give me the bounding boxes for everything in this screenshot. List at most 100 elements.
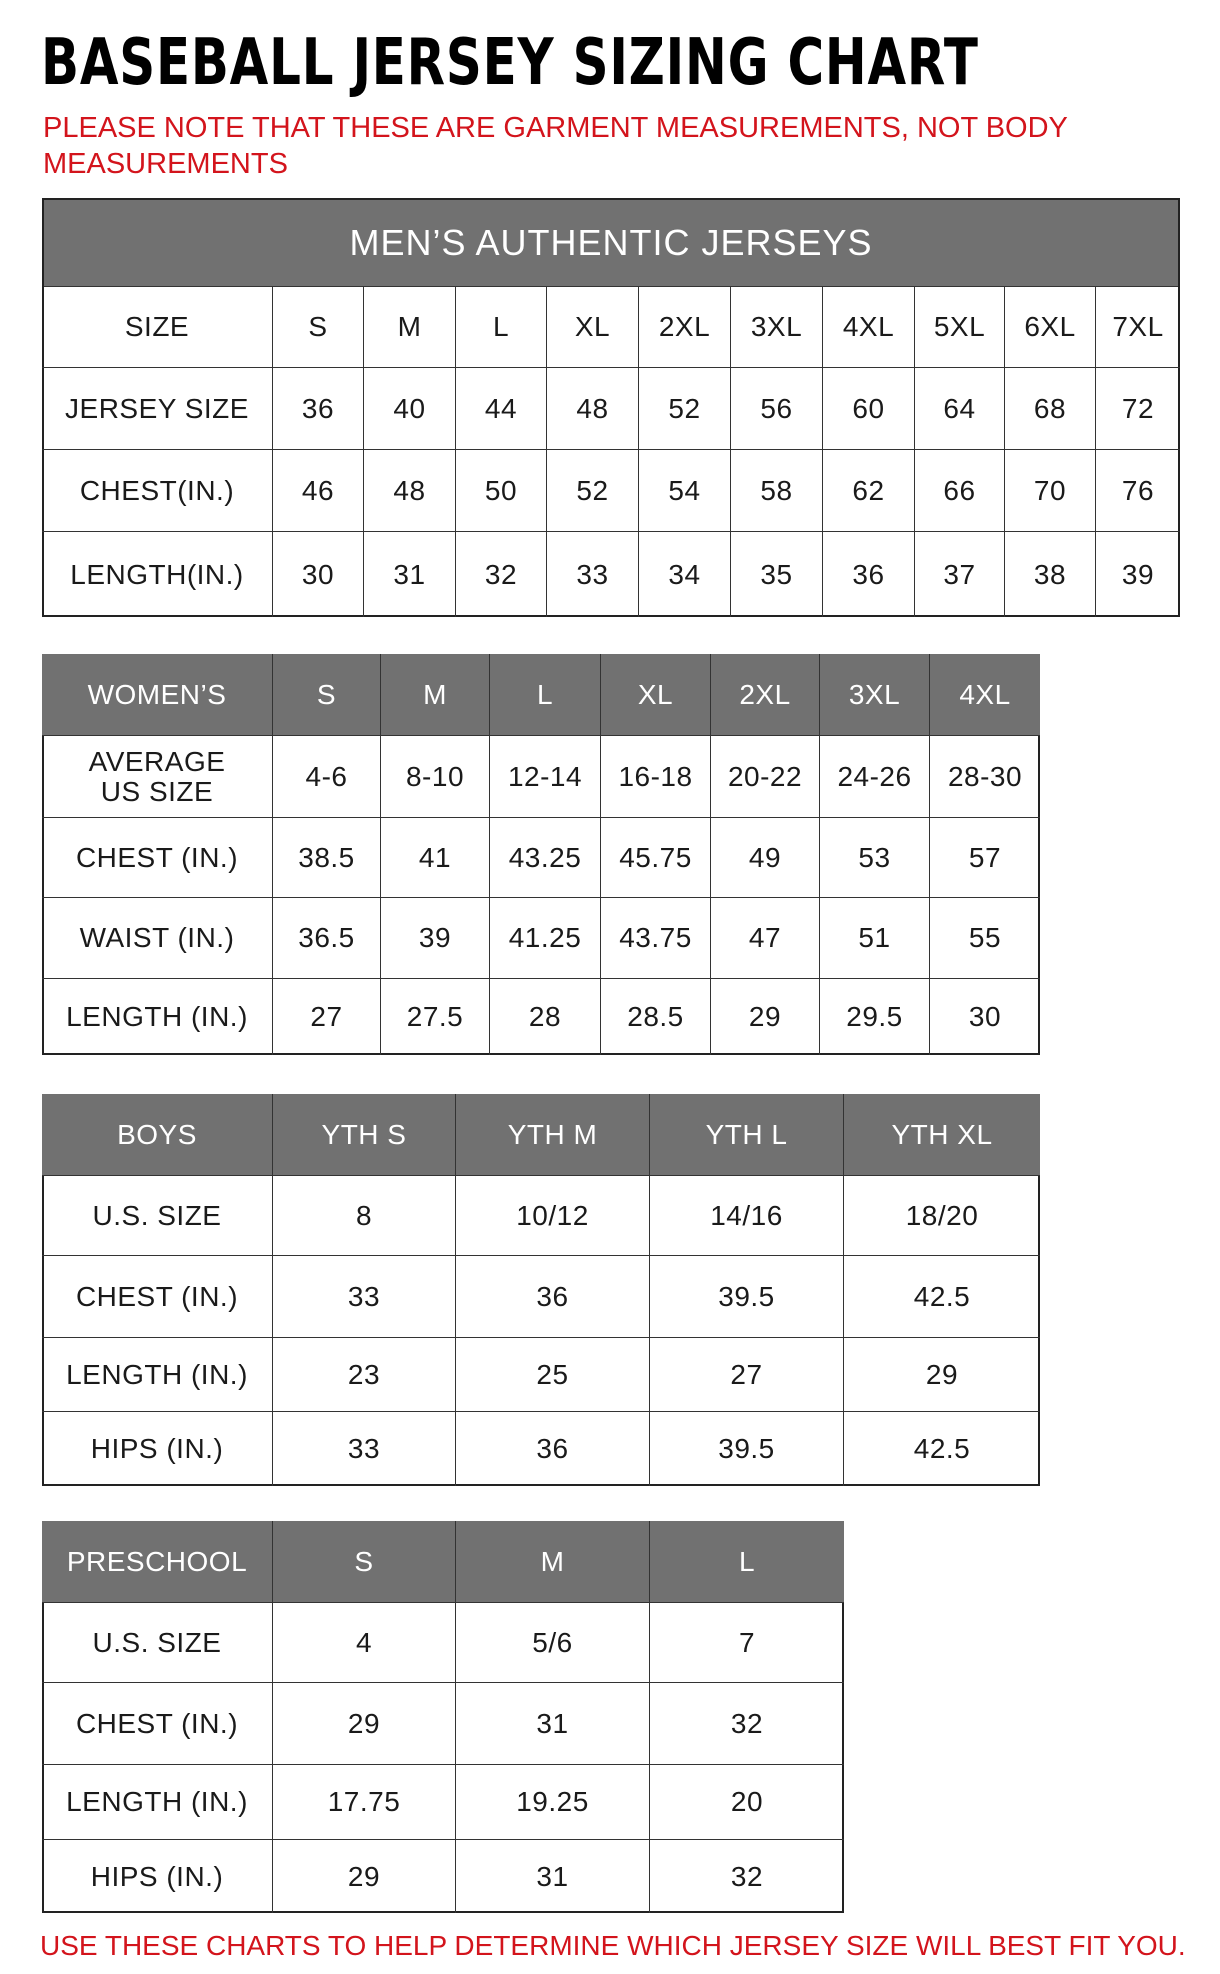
measurement-cell: 42.5	[844, 1256, 1040, 1338]
size-header-cell: 4XL	[930, 654, 1040, 736]
row-label-cell: U.S. SIZE	[42, 1176, 273, 1256]
row-label-cell: JERSEY SIZE	[42, 368, 273, 450]
measurement-cell: 29	[844, 1338, 1040, 1412]
measurement-cell: 12-14	[490, 736, 601, 818]
measurement-cell: 28	[490, 979, 601, 1055]
measurement-cell: 57	[930, 818, 1040, 898]
measurement-cell: 40	[364, 368, 456, 450]
size-header-cell: M	[364, 287, 456, 368]
measurement-cell: 58	[731, 450, 823, 532]
row-label-cell: LENGTH (IN.)	[42, 979, 273, 1055]
measurement-cell: 46	[273, 450, 364, 532]
measurement-cell: 45.75	[601, 818, 711, 898]
womens-size-table: WOMEN’S S M L XL 2XL 3XL 4XL AVERAGE US SIZE 4-6 8…	[42, 654, 1040, 1055]
measurement-cell: 27	[273, 979, 381, 1055]
measurement-cell: 10/12	[456, 1176, 650, 1256]
row-label-cell: U.S. SIZE	[42, 1603, 273, 1683]
measurement-cell: 36	[823, 532, 915, 617]
row-label-cell: BOYS	[42, 1094, 273, 1176]
measurement-cell: 20	[650, 1765, 844, 1840]
measurement-cell: 38.5	[273, 818, 381, 898]
size-header-cell: S	[273, 1521, 456, 1603]
row-label-cell: WOMEN’S	[42, 654, 273, 736]
measurement-cell: 68	[1005, 368, 1096, 450]
measurement-cell: 17.75	[273, 1765, 456, 1840]
size-header-cell: 2XL	[639, 287, 731, 368]
measurement-cell: 48	[364, 450, 456, 532]
measurement-cell: 29.5	[820, 979, 930, 1055]
measurement-cell: 43.25	[490, 818, 601, 898]
row-label-cell: LENGTH (IN.)	[42, 1765, 273, 1840]
measurement-cell: 64	[915, 368, 1005, 450]
measurement-cell: 29	[711, 979, 820, 1055]
size-header-cell: 5XL	[915, 287, 1005, 368]
size-header-cell: YTH XL	[844, 1094, 1040, 1176]
measurement-cell: 32	[730, 1860, 764, 1892]
size-header-cell: 3XL	[820, 654, 930, 736]
measurement-cell: 29	[273, 1840, 456, 1913]
size-header-cell: YTH S	[273, 1094, 456, 1176]
measurement-cell: 16-18	[601, 736, 711, 818]
measurement-cell: 76	[1096, 450, 1180, 532]
size-header-cell: L	[490, 654, 601, 736]
measurement-cell: 7	[650, 1603, 844, 1683]
size-header-cell: L	[650, 1521, 844, 1603]
row-label-cell: LENGTH(IN.)	[42, 532, 273, 617]
measurement-cell: 42.5	[913, 1433, 971, 1464]
measurement-cell: 55	[930, 898, 1040, 979]
measurement-cell: 14/16	[650, 1176, 844, 1256]
measurement-cell: 34	[639, 532, 731, 617]
measurement-cell: 8-10	[381, 736, 490, 818]
size-header-cell: 2XL	[711, 654, 820, 736]
measurement-cell: 52	[639, 368, 731, 450]
size-header-cell: S	[273, 287, 364, 368]
measurement-cell: 54	[639, 450, 731, 532]
measurement-cell: 49	[711, 818, 820, 898]
boys-size-table: BOYS YTH S YTH M YTH L YTH XL U.S. SIZE 8 10/12…	[42, 1094, 1040, 1486]
measurement-cell: 30	[968, 1001, 1002, 1032]
row-label-cell: CHEST (IN.)	[42, 818, 273, 898]
measurement-cell: 62	[823, 450, 915, 532]
measurement-cell: 70	[1005, 450, 1096, 532]
size-header-cell: XL	[547, 287, 639, 368]
size-header-cell: 3XL	[731, 287, 823, 368]
row-label-cell: CHEST (IN.)	[42, 1683, 273, 1765]
measurement-cell: 18/20	[844, 1176, 1040, 1256]
garment-measurement-note: PLEASE NOTE THAT THESE ARE GARMENT MEASU…	[43, 112, 1068, 180]
measurement-cell: 50	[456, 450, 547, 532]
measurement-cell: 23	[273, 1338, 456, 1412]
measurement-cell: 47	[711, 898, 820, 979]
row-label-cell: WAIST (IN.)	[42, 898, 273, 979]
measurement-cell: 60	[823, 368, 915, 450]
measurement-cell: 35	[731, 532, 823, 617]
measurement-cell: 30	[273, 532, 364, 617]
measurement-cell: 31	[456, 1683, 650, 1765]
size-header-cell: L	[456, 287, 547, 368]
measurement-cell: 32	[650, 1683, 844, 1765]
size-header-cell: 7XL	[1096, 287, 1180, 368]
measurement-cell: 31	[364, 532, 456, 617]
mens-size-table: MEN’S AUTHENTIC JERSEYS SIZE S M L XL 2XL 3XL 4X…	[42, 198, 1180, 617]
size-header-cell: YTH L	[650, 1094, 844, 1176]
measurement-cell: 39	[1121, 558, 1155, 590]
measurement-cell: 41.25	[490, 898, 601, 979]
measurement-cell: 5/6	[456, 1603, 650, 1683]
measurement-cell: 51	[820, 898, 930, 979]
measurement-cell: 31	[456, 1840, 650, 1913]
measurement-cell: 25	[456, 1338, 650, 1412]
measurement-cell: 4-6	[273, 736, 381, 818]
footer-note: USE THESE CHARTS TO HELP DETERMINE WHICH…	[40, 1930, 1186, 1961]
measurement-cell: 24-26	[820, 736, 930, 818]
measurement-cell: 27	[650, 1338, 844, 1412]
measurement-cell: 33	[273, 1412, 456, 1486]
row-label-cell: HIPS (IN.)	[42, 1412, 273, 1486]
measurement-cell: 4	[273, 1603, 456, 1683]
size-header-cell: M	[381, 654, 490, 736]
size-header-cell: 6XL	[1005, 287, 1096, 368]
measurement-cell: 66	[915, 450, 1005, 532]
measurement-cell: 44	[456, 368, 547, 450]
measurement-cell: 33	[547, 532, 639, 617]
measurement-cell: 28.5	[601, 979, 711, 1055]
measurement-cell: 32	[456, 532, 547, 617]
measurement-cell: 36	[456, 1256, 650, 1338]
